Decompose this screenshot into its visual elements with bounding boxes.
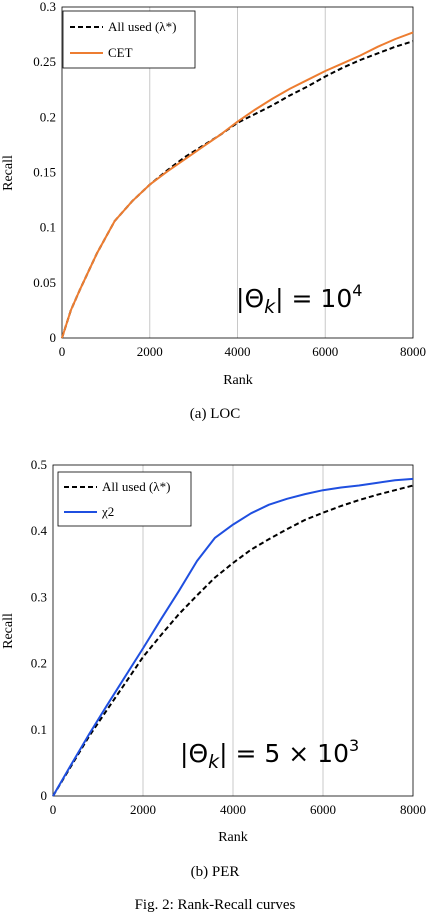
per-series [52, 477, 414, 797]
per-y-tick-label: 0.5 [31, 457, 47, 472]
per-x-tick-label: 4000 [220, 802, 246, 817]
loc-y-axis-label: Recall [1, 155, 16, 191]
per-x-tick-label: 8000 [400, 802, 426, 817]
chart-loc: 0 0.05 0.1 0.15 0.2 0.25 0.3 0 2000 4000 6000 8000… [1, 0, 426, 388]
per-plot-frame [52, 464, 414, 797]
per-legend-label-chi2: χ2 [101, 504, 114, 519]
loc-y-tick-label: 0 [50, 330, 57, 345]
loc-y-tick-label: 0.05 [33, 275, 56, 290]
per-y-tick-label: 0 [41, 788, 48, 803]
loc-x-tick-label: 2000 [137, 344, 163, 359]
per-x-tick-label: 2000 [130, 802, 156, 817]
loc-x-tick-label: 0 [59, 344, 66, 359]
per-y-ticks: 0 0.1 0.2 0.3 0.4 0.5 [31, 457, 48, 803]
chart-per: 0 0.1 0.2 0.3 0.4 0.5 0 2000 4000 6000 8000 Recal… [1, 457, 426, 845]
per-x-axis-label: Rank [218, 830, 248, 845]
loc-legend-box [62, 10, 196, 69]
loc-x-ticks: 0 2000 4000 6000 8000 [59, 344, 426, 359]
loc-y-tick-label: 0.3 [40, 0, 56, 14]
per-y-tick-label: 0.2 [31, 656, 47, 671]
per-series-line-0 [52, 484, 414, 797]
loc-annotation: |Θk| = 104 [236, 281, 362, 318]
per-legend: All used (λ*) χ2 [57, 471, 192, 527]
loc-y-ticks: 0 0.05 0.1 0.15 0.2 0.25 0.3 [33, 0, 56, 345]
per-x-tick-label: 6000 [310, 802, 336, 817]
loc-y-tick-label: 0.2 [40, 109, 56, 124]
loc-series [61, 31, 414, 339]
per-x-tick-label: 0 [50, 802, 57, 817]
loc-legend-label-all-used: All used (λ*) [108, 19, 176, 34]
per-legend-label-all-used: All used (λ*) [102, 479, 170, 494]
loc-legend-label-cet: CET [108, 45, 133, 60]
caption-b: (b) PER [191, 864, 240, 880]
per-series-line-1 [52, 477, 414, 797]
loc-y-tick-label: 0.1 [40, 220, 56, 235]
loc-x-tick-label: 4000 [225, 344, 251, 359]
loc-x-axis-label: Rank [223, 373, 253, 388]
loc-plot-frame [61, 6, 414, 339]
loc-x-tick-label: 8000 [400, 344, 426, 359]
loc-legend: All used (λ*) CET [62, 10, 196, 69]
figure-caption: Fig. 2: Rank-Recall curves [135, 897, 296, 913]
caption-a: (a) LOC [190, 406, 240, 422]
loc-y-tick-label: 0.15 [33, 165, 56, 180]
per-y-tick-label: 0.1 [31, 722, 47, 737]
loc-x-tick-label: 6000 [312, 344, 338, 359]
per-legend-box [57, 471, 192, 527]
loc-series-line-1 [61, 31, 414, 339]
loc-y-tick-label: 0.25 [33, 54, 56, 69]
per-y-tick-label: 0.3 [31, 589, 47, 604]
per-y-axis-label: Recall [1, 613, 16, 649]
per-y-tick-label: 0.4 [31, 523, 48, 538]
per-annotation: |Θk| = 5 × 103 [180, 736, 359, 773]
per-x-ticks: 0 2000 4000 6000 8000 [50, 802, 426, 817]
